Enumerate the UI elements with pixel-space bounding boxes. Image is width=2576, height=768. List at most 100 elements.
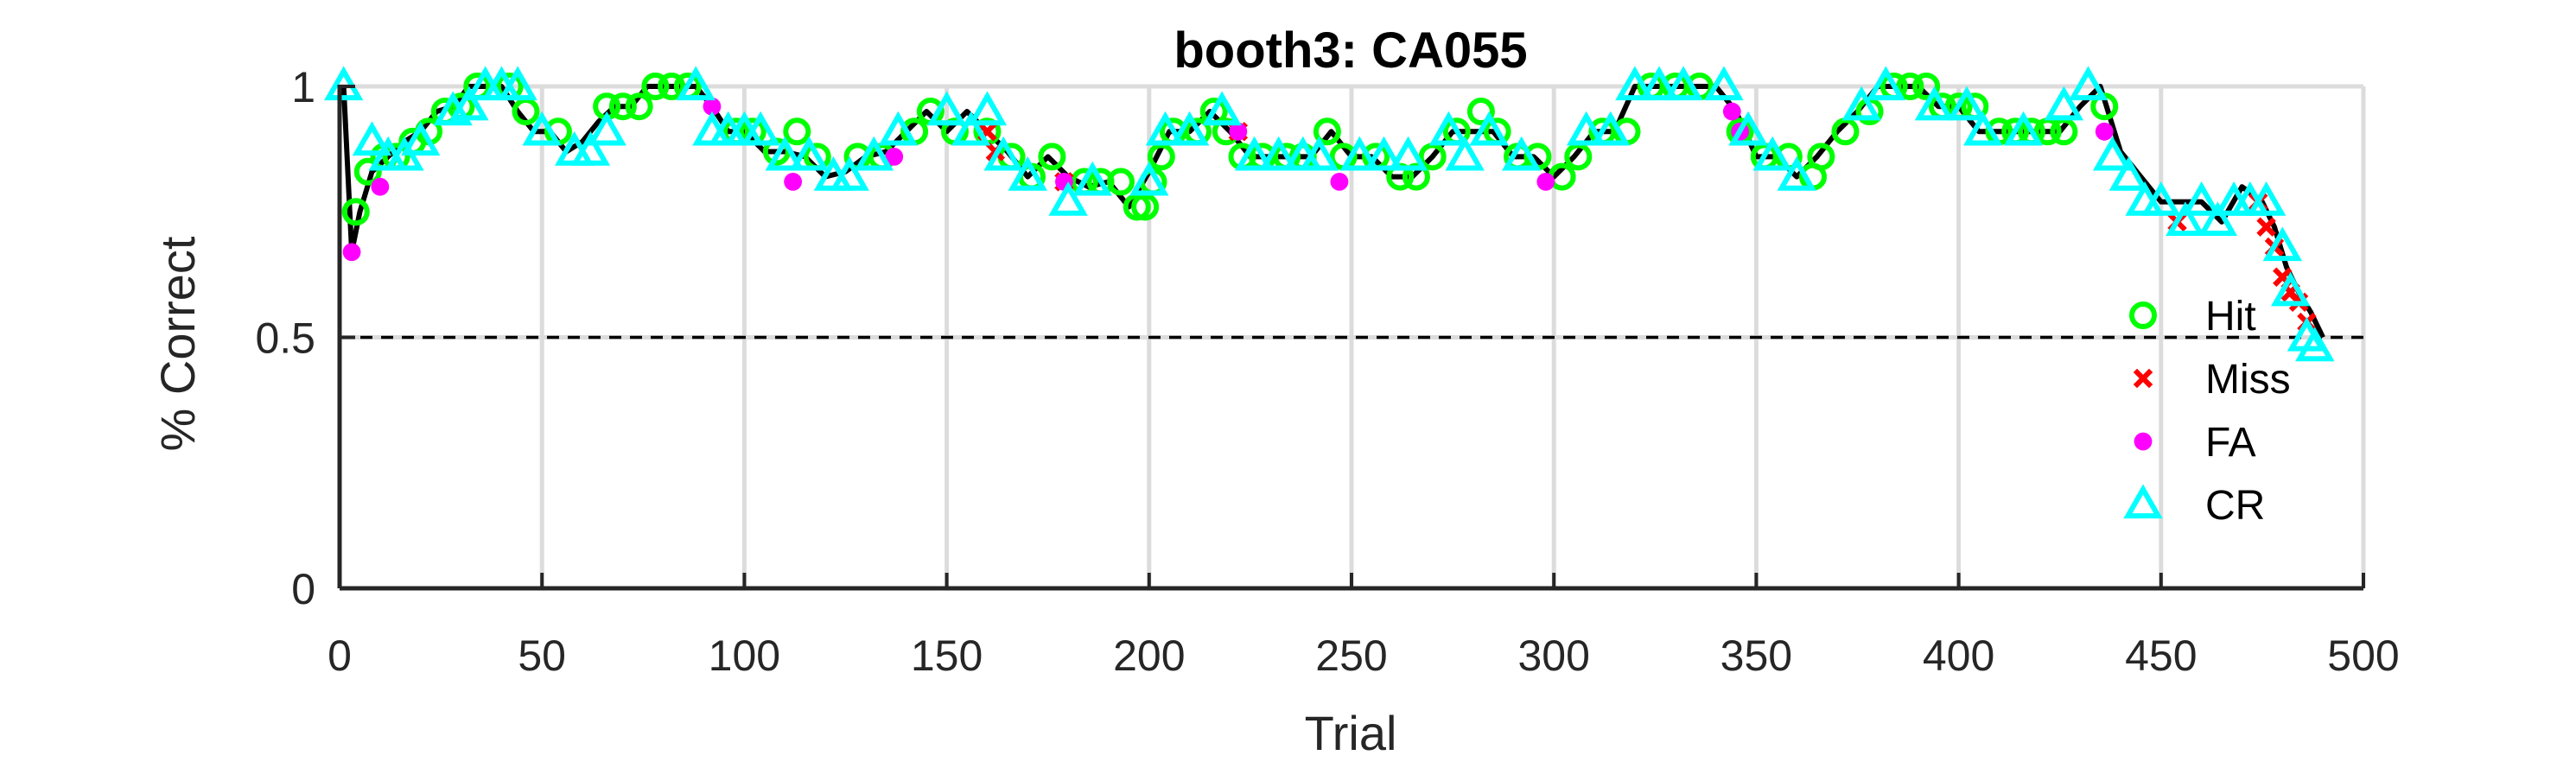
chart-title: booth3: CA055 <box>1174 22 1527 79</box>
marker-hit <box>1896 73 1924 100</box>
marker-hit <box>341 198 370 226</box>
marker-cr <box>2270 271 2311 307</box>
marker-cr <box>522 111 562 146</box>
marker-cr <box>352 121 392 156</box>
marker-cr <box>449 86 489 121</box>
marker-cr <box>1639 66 1679 101</box>
marker-cr <box>587 111 627 146</box>
marker-miss <box>2256 217 2276 237</box>
marker-cr <box>1388 136 1428 171</box>
marker-hit <box>1107 168 1135 196</box>
x-tick-label: 450 <box>2125 632 2197 680</box>
marker-cr <box>2068 66 2109 101</box>
marker-cr <box>789 136 830 171</box>
legend-item-miss: Miss <box>2133 357 2291 403</box>
y-tick-label: 0 <box>291 565 315 613</box>
marker-cr <box>1445 136 1485 171</box>
marker-cr <box>1072 161 1112 196</box>
markers <box>323 66 2335 362</box>
x-tick-label: 300 <box>1517 632 1589 680</box>
legend-marker-miss <box>2133 368 2153 389</box>
marker-cr <box>1258 136 1299 171</box>
legend-marker-fa <box>2134 432 2153 451</box>
marker-fa <box>371 177 390 196</box>
marker-miss-stroke <box>2256 217 2276 237</box>
marker-cr <box>1169 111 1210 146</box>
marker-cr <box>323 66 364 101</box>
marker-cr <box>967 91 1008 126</box>
marker-cr <box>570 130 611 166</box>
marker-fa <box>342 243 361 262</box>
marker-cr <box>1591 111 1631 146</box>
marker-hit <box>1466 98 1495 126</box>
legend-marker-cr <box>2123 484 2163 519</box>
marker-hit <box>641 73 670 100</box>
marker-cr <box>1962 111 2003 146</box>
x-tick-label: 0 <box>328 632 352 680</box>
marker-cr <box>741 111 780 146</box>
marker-hit <box>658 73 686 100</box>
marker-cr <box>2246 181 2287 216</box>
marker-cr <box>1428 111 1469 146</box>
marker-cr <box>2166 201 2205 237</box>
marker-fa <box>885 147 904 166</box>
y-axis-label: % Correct <box>150 236 205 451</box>
marker-cr <box>1947 86 1987 121</box>
marker-fa <box>784 172 803 191</box>
marker-cr <box>1866 66 1906 101</box>
marker-cr <box>2044 86 2084 121</box>
marker-cr <box>2109 156 2149 191</box>
marker-cr <box>878 111 919 146</box>
y-tick-label: 0.5 <box>255 314 315 363</box>
x-tick-label: 350 <box>1721 632 1792 680</box>
marker-hit <box>1912 73 1941 100</box>
marker-cr <box>1502 136 1542 171</box>
tick-labels: 0 50 100 150 200 250 300 350 400 450 500 0 0.5 1 <box>255 63 2399 680</box>
legend: Hit Miss FA CR <box>2123 294 2291 529</box>
marker-miss-stroke <box>2273 267 2293 288</box>
legend-item-fa: FA <box>2134 420 2256 466</box>
axes <box>337 85 2365 591</box>
marker-cr <box>1615 66 1655 101</box>
marker-cr <box>765 136 805 171</box>
marker-cr <box>1777 156 1816 191</box>
marker-fa <box>1229 122 1248 141</box>
marker-hit <box>1807 143 1835 171</box>
x-tick-label: 50 <box>518 632 566 680</box>
marker-cr <box>1008 156 1047 191</box>
marker-cr <box>1728 111 1768 146</box>
marker-cr <box>2295 327 2335 362</box>
marker-cr <box>854 136 894 171</box>
marker-cr <box>498 66 537 101</box>
legend-label: CR <box>2205 483 2265 529</box>
marker-hit <box>1038 143 1066 171</box>
legend-item-hit: Hit <box>2129 294 2256 340</box>
marker-cr <box>1914 86 1955 121</box>
series-hit <box>341 73 2119 226</box>
marker-fa <box>1536 172 1555 191</box>
legend-label: Hit <box>2205 294 2256 340</box>
marker-cr <box>1364 136 1404 171</box>
legend-item-cr: CR <box>2123 483 2265 529</box>
marker-cr <box>1299 136 1339 171</box>
y-tick-label: 1 <box>291 63 315 111</box>
marker-cr <box>1663 66 1703 101</box>
marker-cr <box>1469 111 1509 146</box>
legend-marker-hit <box>2129 301 2157 329</box>
marker-hit <box>1313 117 1341 146</box>
series-miss <box>977 122 2317 333</box>
marker-fa <box>1330 172 1349 191</box>
marker-hit <box>783 117 811 146</box>
marker-cr <box>1202 91 1242 126</box>
x-tick-label: 100 <box>709 632 780 680</box>
marker-fa <box>703 97 722 116</box>
marker-cr <box>1145 111 1186 146</box>
legend-label: FA <box>2205 420 2256 466</box>
marker-cr <box>830 156 869 191</box>
x-tick-label: 200 <box>1113 632 1185 680</box>
x-tick-label: 150 <box>911 632 983 680</box>
marker-cr <box>1566 111 1606 146</box>
marker-cr <box>400 121 441 156</box>
